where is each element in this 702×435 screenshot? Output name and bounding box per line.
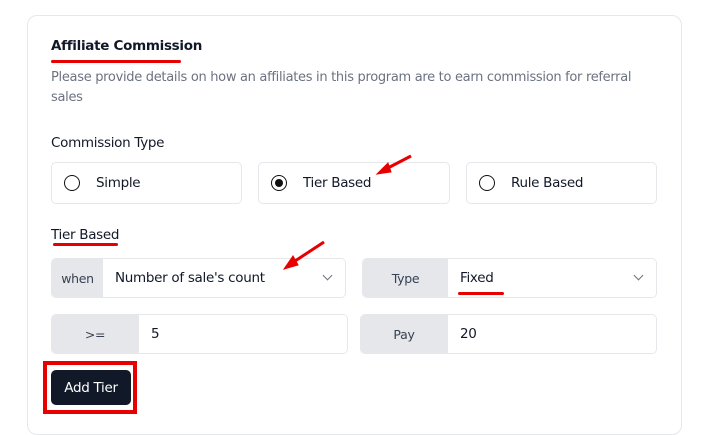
radio-rule-based[interactable]: Rule Based bbox=[466, 162, 657, 204]
section-title: Affiliate Commission bbox=[51, 38, 203, 54]
radio-label: Tier Based bbox=[303, 175, 372, 191]
gte-label: >= bbox=[52, 315, 138, 353]
pay-label: Pay bbox=[361, 315, 447, 353]
radio-label: Rule Based bbox=[511, 175, 584, 191]
annotation-arrow bbox=[282, 240, 325, 270]
tier-based-title: Tier Based bbox=[51, 227, 120, 243]
type-select-value[interactable]: Fixed bbox=[448, 259, 656, 297]
pay-input[interactable]: 20 bbox=[447, 315, 656, 353]
pay-input-group: Pay 20 bbox=[360, 314, 657, 354]
when-label: when bbox=[52, 259, 103, 297]
radio-simple[interactable]: Simple bbox=[51, 162, 242, 204]
commission-type-label: Commission Type bbox=[51, 135, 165, 151]
radio-tier-based[interactable]: Tier Based bbox=[258, 162, 450, 204]
annotation-underline bbox=[458, 292, 504, 295]
section-description: Please provide details on how an affilia… bbox=[51, 70, 632, 105]
annotation-underline bbox=[51, 60, 181, 63]
when-value: Number of sale's count bbox=[115, 270, 265, 286]
radio-label: Simple bbox=[96, 175, 141, 191]
when-select-value[interactable]: Number of sale's count bbox=[103, 259, 345, 297]
type-value: Fixed bbox=[460, 270, 494, 286]
when-select[interactable]: when Number of sale's count bbox=[51, 258, 346, 298]
annotation-underline bbox=[53, 243, 118, 246]
gte-input[interactable]: 5 bbox=[138, 315, 347, 353]
gte-input-group: >= 5 bbox=[51, 314, 348, 354]
annotation-arrow bbox=[375, 154, 412, 175]
radio-icon bbox=[479, 175, 495, 191]
annotation-box bbox=[43, 361, 137, 414]
radio-icon bbox=[64, 175, 80, 191]
type-label: Type bbox=[363, 259, 448, 297]
add-tier-button[interactable]: Add Tier bbox=[51, 370, 131, 405]
annotation-arrows bbox=[282, 154, 412, 270]
type-select[interactable]: Type Fixed bbox=[362, 258, 657, 298]
radio-selected-icon bbox=[271, 175, 287, 191]
